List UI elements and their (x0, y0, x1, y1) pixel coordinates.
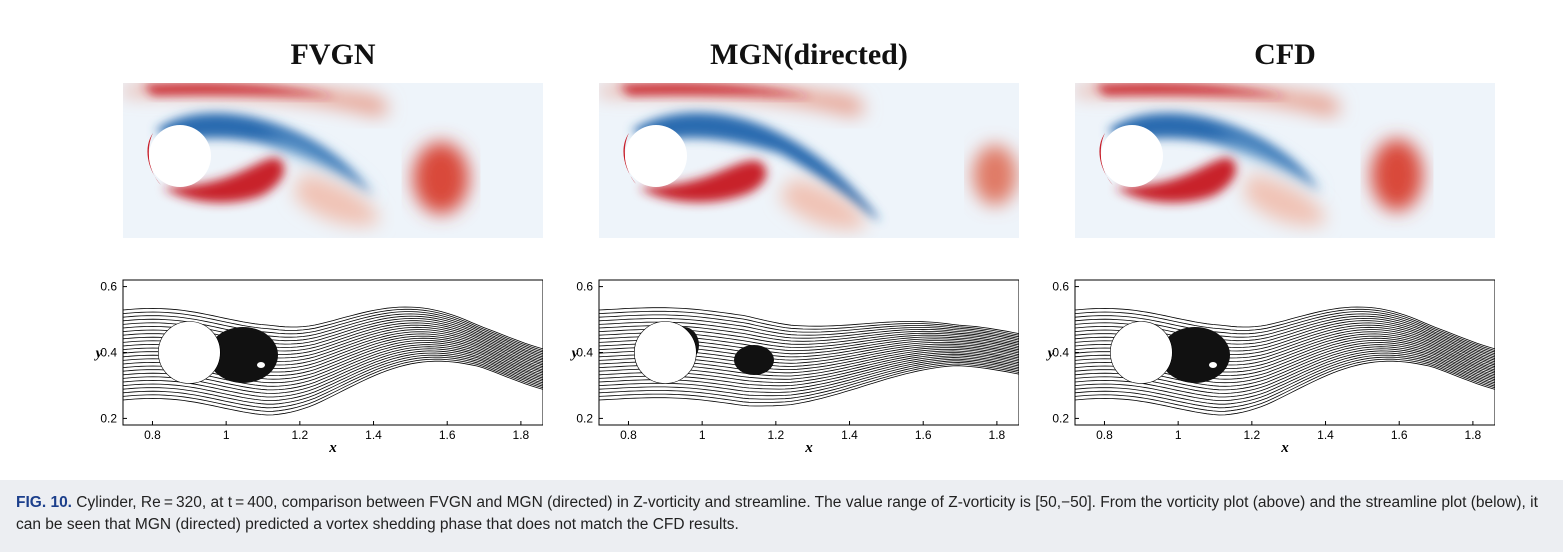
y-axis-label: y (94, 346, 103, 362)
y-axis-label: y (570, 346, 579, 362)
x-tick-label: 0.8 (620, 428, 637, 442)
x-tick-label: 1.4 (841, 428, 858, 442)
streamline (1074, 352, 1495, 401)
streamline (598, 361, 1019, 400)
x-tick-label: 1 (699, 428, 706, 442)
x-tick-label: 1 (1175, 428, 1182, 442)
y-axis-label: y (1046, 346, 1055, 362)
y-tick-label: 0.6 (1052, 280, 1069, 294)
streamline (598, 318, 1019, 339)
streamline (1074, 354, 1495, 405)
streamline (122, 354, 543, 405)
caption-label: FIG. 10. (16, 494, 72, 511)
streamline (122, 350, 543, 398)
streamline (122, 308, 543, 351)
streamline (1074, 306, 1495, 350)
panel-title-mgn: MGN(directed) (710, 38, 908, 71)
streamline (1074, 358, 1495, 412)
x-tick-label: 1.4 (365, 428, 382, 442)
cylinder (1110, 321, 1173, 384)
streamlines (598, 307, 1019, 407)
streamline-plot-mgn: 0.8 1 1.2 1.4 1.6 1.8 0.6 0.4 0.2 x y (570, 279, 1019, 456)
streamline (122, 306, 543, 350)
x-axis-label: x (328, 440, 337, 456)
x-axis-label: x (804, 440, 813, 456)
y-tick-label: 0.2 (576, 411, 593, 425)
vorticity-plot-mgn (599, 83, 1019, 238)
streamline (1074, 356, 1495, 409)
vorticity-plot-cfd (1075, 83, 1495, 238)
panel-title-cfd: CFD (1254, 38, 1316, 71)
caption-text: Cylinder, Re = 320, at t = 400, comparis… (16, 494, 1538, 533)
x-tick-label: 1.8 (989, 428, 1006, 442)
y-tick-label: 0.6 (100, 280, 117, 294)
x-tick-label: 1.6 (439, 428, 456, 442)
x-tick-label: 1 (223, 428, 230, 442)
vortex-center (257, 362, 265, 368)
streamline (598, 363, 1019, 403)
streamline (122, 356, 543, 409)
y-tick-label: 0.4 (576, 346, 593, 360)
y-tick-label: 0.6 (576, 280, 593, 294)
x-tick-label: 0.8 (144, 428, 161, 442)
streamline (1074, 350, 1495, 398)
streamlines (122, 306, 543, 416)
x-axis-label: x (1280, 440, 1289, 456)
y-tick-label: 0.2 (1052, 411, 1069, 425)
y-tick-label: 0.4 (1052, 346, 1069, 360)
figure-caption: FIG. 10. Cylinder, Re = 320, at t = 400,… (0, 480, 1563, 552)
streamline (598, 360, 1019, 397)
y-tick-label: 0.4 (100, 346, 117, 360)
x-tick-label: 0.8 (1096, 428, 1113, 442)
streamline (598, 310, 1019, 336)
vorticity-plot-fvgn (123, 83, 543, 238)
streamline (122, 311, 543, 353)
streamline (598, 365, 1019, 407)
cylinder (158, 321, 221, 384)
y-tick-label: 0.2 (100, 411, 117, 425)
vortex-core (734, 345, 774, 375)
x-tick-label: 1.2 (1243, 428, 1260, 442)
panel-title-fvgn: FVGN (290, 38, 376, 71)
x-tick-label: 1.4 (1317, 428, 1334, 442)
streamline (122, 360, 543, 416)
x-tick-label: 1.2 (291, 428, 308, 442)
streamline (598, 314, 1019, 338)
streamline (122, 352, 543, 401)
streamline (122, 358, 543, 412)
streamline (1074, 308, 1495, 351)
vortex-center (1209, 362, 1217, 368)
x-tick-label: 1.8 (1465, 428, 1482, 442)
x-tick-label: 1.6 (915, 428, 932, 442)
streamline-plot-cfd: 0.8 1 1.2 1.4 1.6 1.8 0.6 0.4 0.2 x y (1046, 279, 1495, 456)
vortex-core (1160, 327, 1230, 383)
streamline (1074, 311, 1495, 353)
vortex-core (208, 327, 278, 383)
streamline-plot-fvgn: 0.8 1 1.2 1.4 1.6 1.8 0.6 0.4 0.2 x y (94, 279, 543, 456)
x-tick-label: 1.8 (513, 428, 530, 442)
streamline (598, 307, 1019, 334)
streamline (1074, 360, 1495, 416)
x-tick-label: 1.6 (1391, 428, 1408, 442)
x-tick-label: 1.2 (767, 428, 784, 442)
cylinder (634, 321, 697, 384)
